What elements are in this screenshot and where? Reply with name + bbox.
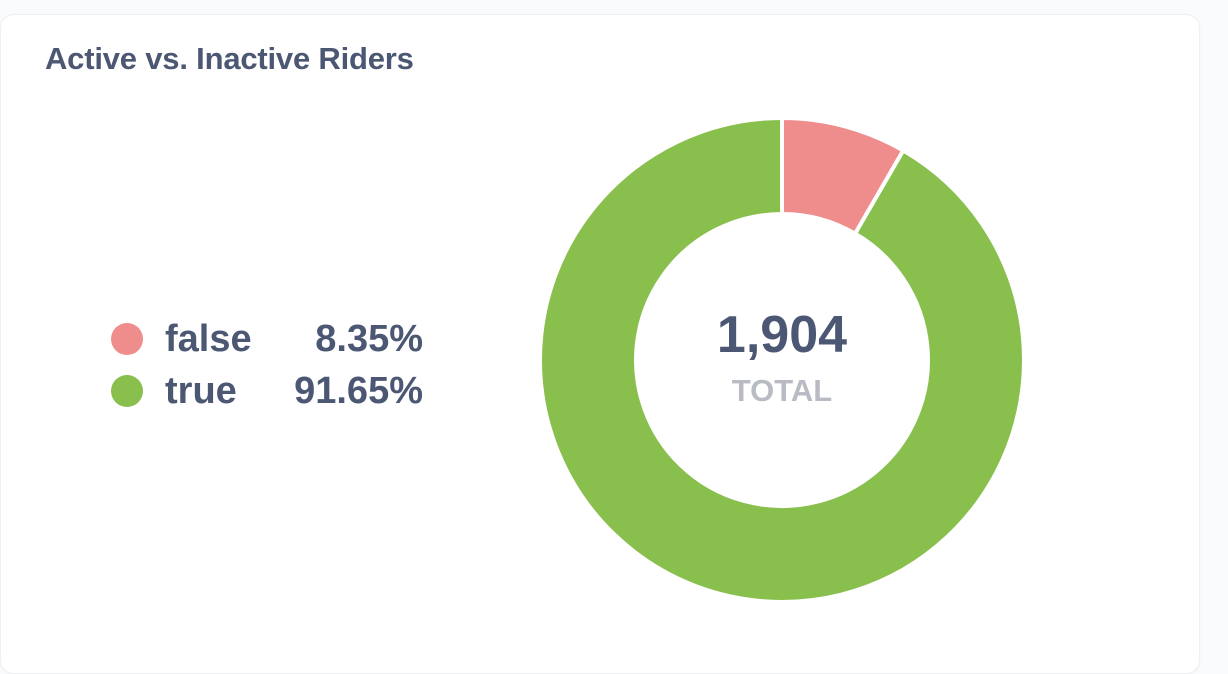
donut-slice-true[interactable] [539,117,1025,603]
legend-percent-true: 91.65% [294,369,423,412]
donut-svg [539,117,1025,603]
donut-chart: 1,904 TOTAL [539,117,1025,603]
chart-legend: false 8.35% true 91.65% [111,313,431,417]
legend-dot-false [111,323,143,355]
chart-title[interactable]: Active vs. Inactive Riders [45,41,414,76]
legend-item-false[interactable]: false 8.35% [111,313,431,365]
chart-card: Active vs. Inactive Riders false 8.35% t… [0,14,1200,674]
legend-dot-true [111,375,143,407]
legend-item-true[interactable]: true 91.65% [111,365,431,417]
legend-label-false: false [165,317,252,360]
legend-percent-false: 8.35% [315,317,423,360]
legend-label-true: true [165,369,237,412]
